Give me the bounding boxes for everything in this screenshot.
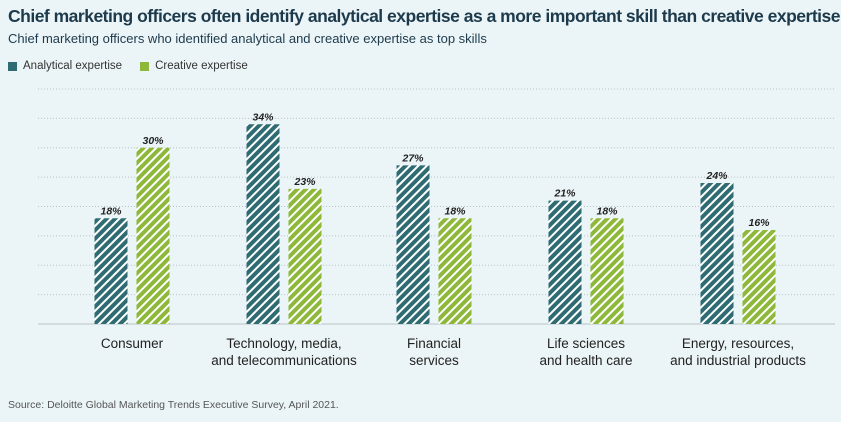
- bar-creative-1: [288, 188, 322, 324]
- category-label-1: Technology, media,: [226, 336, 341, 351]
- category-label-4: Energy, resources,: [682, 336, 794, 351]
- bar-creative-3: [590, 218, 624, 324]
- data-label-creative-4: 16%: [748, 217, 770, 229]
- legend: Analytical expertise Creative expertise: [8, 60, 248, 72]
- data-label-analytical-4: 24%: [705, 170, 728, 182]
- data-label-creative-2: 18%: [444, 205, 466, 217]
- data-label-analytical-2: 27%: [401, 152, 424, 164]
- bar-creative-4: [742, 230, 776, 324]
- bar-analytical-3: [548, 200, 582, 324]
- legend-swatch-analytical: [8, 61, 17, 71]
- chart-title: Chief marketing officers often identify …: [8, 6, 840, 26]
- bar-creative-0: [136, 147, 170, 324]
- legend-swatch-creative: [140, 61, 150, 71]
- category-label-0: Consumer: [101, 336, 164, 351]
- legend-label-creative: Creative expertise: [155, 60, 248, 72]
- grid: [38, 88, 835, 325]
- bar-analytical-4: [700, 183, 734, 324]
- category-label-3: and health care: [539, 353, 632, 368]
- data-label-creative-3: 18%: [596, 205, 618, 217]
- labels: 18% 30% Consumer 34% 23% Technology, media, an…: [100, 111, 806, 368]
- category-label-3: Life sciences: [547, 336, 625, 351]
- bars: [94, 124, 776, 324]
- legend-label-analytical: Analytical expertise: [23, 60, 123, 72]
- category-label-1: and telecommunications: [211, 353, 357, 368]
- bar-analytical-1: [246, 124, 280, 324]
- data-label-creative-0: 30%: [142, 135, 164, 147]
- bar-creative-2: [438, 218, 472, 324]
- bar-analytical-0: [94, 218, 128, 324]
- bar-analytical-2: [396, 165, 430, 324]
- source-note: Source: Deloitte Global Marketing Trends…: [8, 399, 339, 411]
- legend-item-creative: Creative expertise: [140, 60, 248, 72]
- data-label-analytical-1: 34%: [252, 111, 274, 123]
- data-label-analytical-3: 21%: [553, 188, 576, 200]
- category-label-2: Financial: [407, 336, 461, 351]
- data-label-creative-1: 23%: [293, 176, 316, 188]
- chart-subtitle: Chief marketing officers who identified …: [8, 31, 487, 46]
- legend-item-analytical: Analytical expertise: [8, 60, 122, 72]
- data-label-analytical-0: 18%: [100, 205, 122, 217]
- category-label-4: and industrial products: [670, 353, 806, 368]
- category-label-2: services: [409, 353, 459, 368]
